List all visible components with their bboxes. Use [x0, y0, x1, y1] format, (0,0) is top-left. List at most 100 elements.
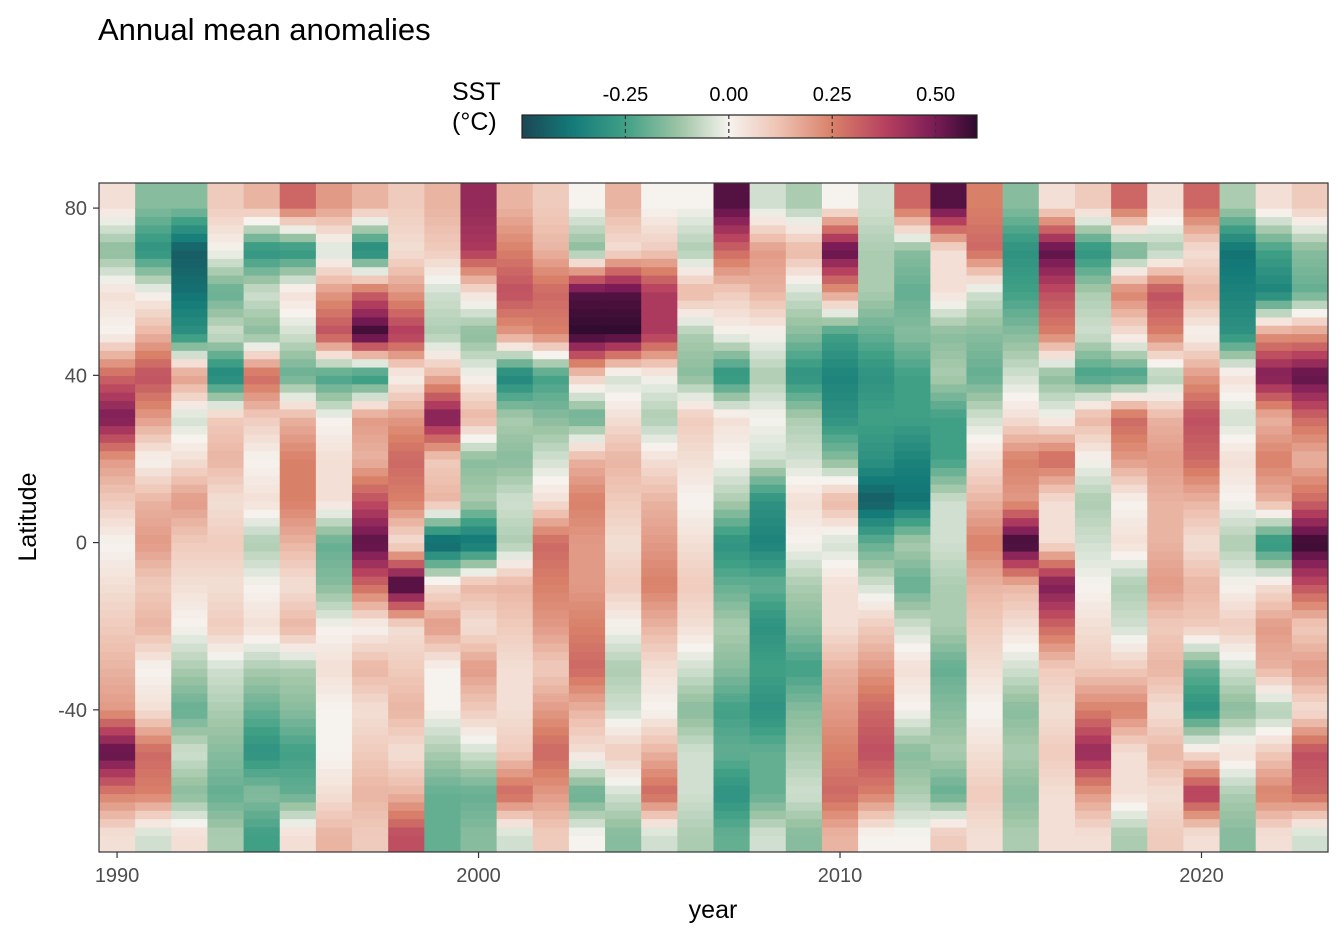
- heatmap-cell: [785, 776, 823, 786]
- heatmap-cell: [858, 734, 895, 744]
- heatmap-cell: [568, 776, 606, 786]
- heatmap-cell: [1291, 392, 1328, 402]
- heatmap-cell: [605, 818, 642, 828]
- heatmap-cell: [677, 776, 715, 786]
- heatmap-cell: [785, 300, 823, 310]
- heatmap-cell: [1183, 835, 1221, 845]
- heatmap-cell: [966, 341, 1004, 351]
- heatmap-cell: [388, 216, 425, 226]
- heatmap-cell: [532, 366, 570, 376]
- heatmap-cell: [1111, 676, 1148, 686]
- heatmap-cell: [930, 450, 968, 460]
- heatmap-cell: [207, 843, 245, 852]
- heatmap-cell: [279, 709, 317, 719]
- heatmap-cell: [713, 358, 751, 368]
- heatmap-cell: [749, 233, 787, 243]
- heatmap-cell: [894, 366, 931, 376]
- heatmap-cell: [532, 651, 570, 661]
- heatmap-cell: [894, 642, 931, 652]
- heatmap-cell: [496, 601, 534, 611]
- heatmap-cell: [424, 718, 462, 728]
- heatmap-cell: [315, 341, 353, 351]
- heatmap-cell: [785, 500, 823, 510]
- heatmap-cell: [930, 224, 968, 234]
- heatmap-cell: [894, 492, 931, 502]
- heatmap-cell: [460, 634, 498, 644]
- heatmap-cell: [641, 375, 678, 385]
- heatmap-cell: [1183, 751, 1221, 761]
- heatmap-cell: [605, 517, 642, 527]
- heatmap-cell: [1002, 224, 1040, 234]
- heatmap-cell: [352, 601, 389, 611]
- heatmap-cell: [1111, 475, 1148, 485]
- heatmap-cell: [388, 626, 425, 636]
- heatmap-cell: [785, 517, 823, 527]
- heatmap-cell: [424, 709, 462, 719]
- heatmap-cell: [1183, 450, 1221, 460]
- heatmap-cell: [352, 592, 389, 602]
- heatmap-cell: [1002, 801, 1040, 811]
- heatmap-cell: [279, 191, 317, 201]
- heatmap-cell: [677, 316, 715, 326]
- heatmap-cell: [966, 400, 1004, 410]
- heatmap-cell: [1038, 634, 1076, 644]
- heatmap-cell: [352, 216, 389, 226]
- heatmap-cell: [352, 308, 389, 318]
- heatmap-cell: [713, 718, 751, 728]
- heatmap-cell: [1147, 609, 1185, 619]
- heatmap-cell: [749, 567, 787, 577]
- heatmap-cell: [1255, 718, 1293, 728]
- heatmap-cell: [785, 383, 823, 393]
- heatmap-cell: [460, 316, 498, 326]
- heatmap-cell: [1147, 550, 1185, 560]
- heatmap-cell: [243, 308, 281, 318]
- heatmap-cell: [1147, 843, 1185, 852]
- heatmap-cell: [1219, 450, 1257, 460]
- heatmap-cell: [568, 576, 606, 585]
- heatmap-cell: [966, 492, 1004, 502]
- heatmap-cell: [1219, 241, 1257, 251]
- heatmap-cell: [1111, 684, 1148, 694]
- heatmap-cell: [1002, 592, 1040, 602]
- heatmap-cell: [1291, 693, 1328, 703]
- heatmap-cell: [785, 626, 823, 636]
- heatmap-cell: [605, 626, 642, 636]
- heatmap-cell: [1038, 258, 1076, 268]
- heatmap-cell: [605, 258, 642, 268]
- heatmap-cell: [713, 233, 751, 243]
- heatmap-cell: [749, 818, 787, 828]
- heatmap-cell: [821, 760, 859, 769]
- heatmap-cell: [605, 793, 642, 803]
- heatmap-cell: [568, 291, 606, 301]
- heatmap-cell: [532, 316, 570, 326]
- heatmap-cell: [460, 776, 498, 786]
- heatmap-cell: [243, 525, 281, 535]
- heatmap-cell: [568, 199, 606, 209]
- heatmap-cell: [532, 701, 570, 711]
- heatmap-cell: [1038, 818, 1076, 828]
- heatmap-cell: [966, 408, 1004, 418]
- heatmap-cell: [713, 383, 751, 393]
- heatmap-cell: [352, 701, 389, 711]
- heatmap-cell: [1255, 668, 1293, 677]
- heatmap-cell: [460, 768, 498, 778]
- heatmap-cell: [1219, 651, 1257, 661]
- heatmap-cell: [821, 793, 859, 803]
- heatmap-cell: [930, 751, 968, 761]
- heatmap-cell: [1219, 199, 1257, 209]
- heatmap-cell: [713, 249, 751, 259]
- heatmap-cell: [352, 634, 389, 644]
- heatmap-cell: [858, 601, 895, 611]
- heatmap-cell: [243, 249, 281, 259]
- heatmap-cell: [821, 592, 859, 602]
- heatmap-cell: [1183, 191, 1221, 201]
- heatmap-cell: [424, 576, 462, 585]
- heatmap-cell: [424, 785, 462, 795]
- heatmap-cell: [605, 433, 642, 443]
- heatmap-cell: [568, 241, 606, 251]
- heatmap-cell: [1219, 550, 1257, 560]
- heatmap-cell: [135, 584, 172, 594]
- heatmap-cell: [749, 701, 787, 711]
- heatmap-cell: [352, 258, 389, 268]
- heatmap-cell: [1291, 458, 1328, 468]
